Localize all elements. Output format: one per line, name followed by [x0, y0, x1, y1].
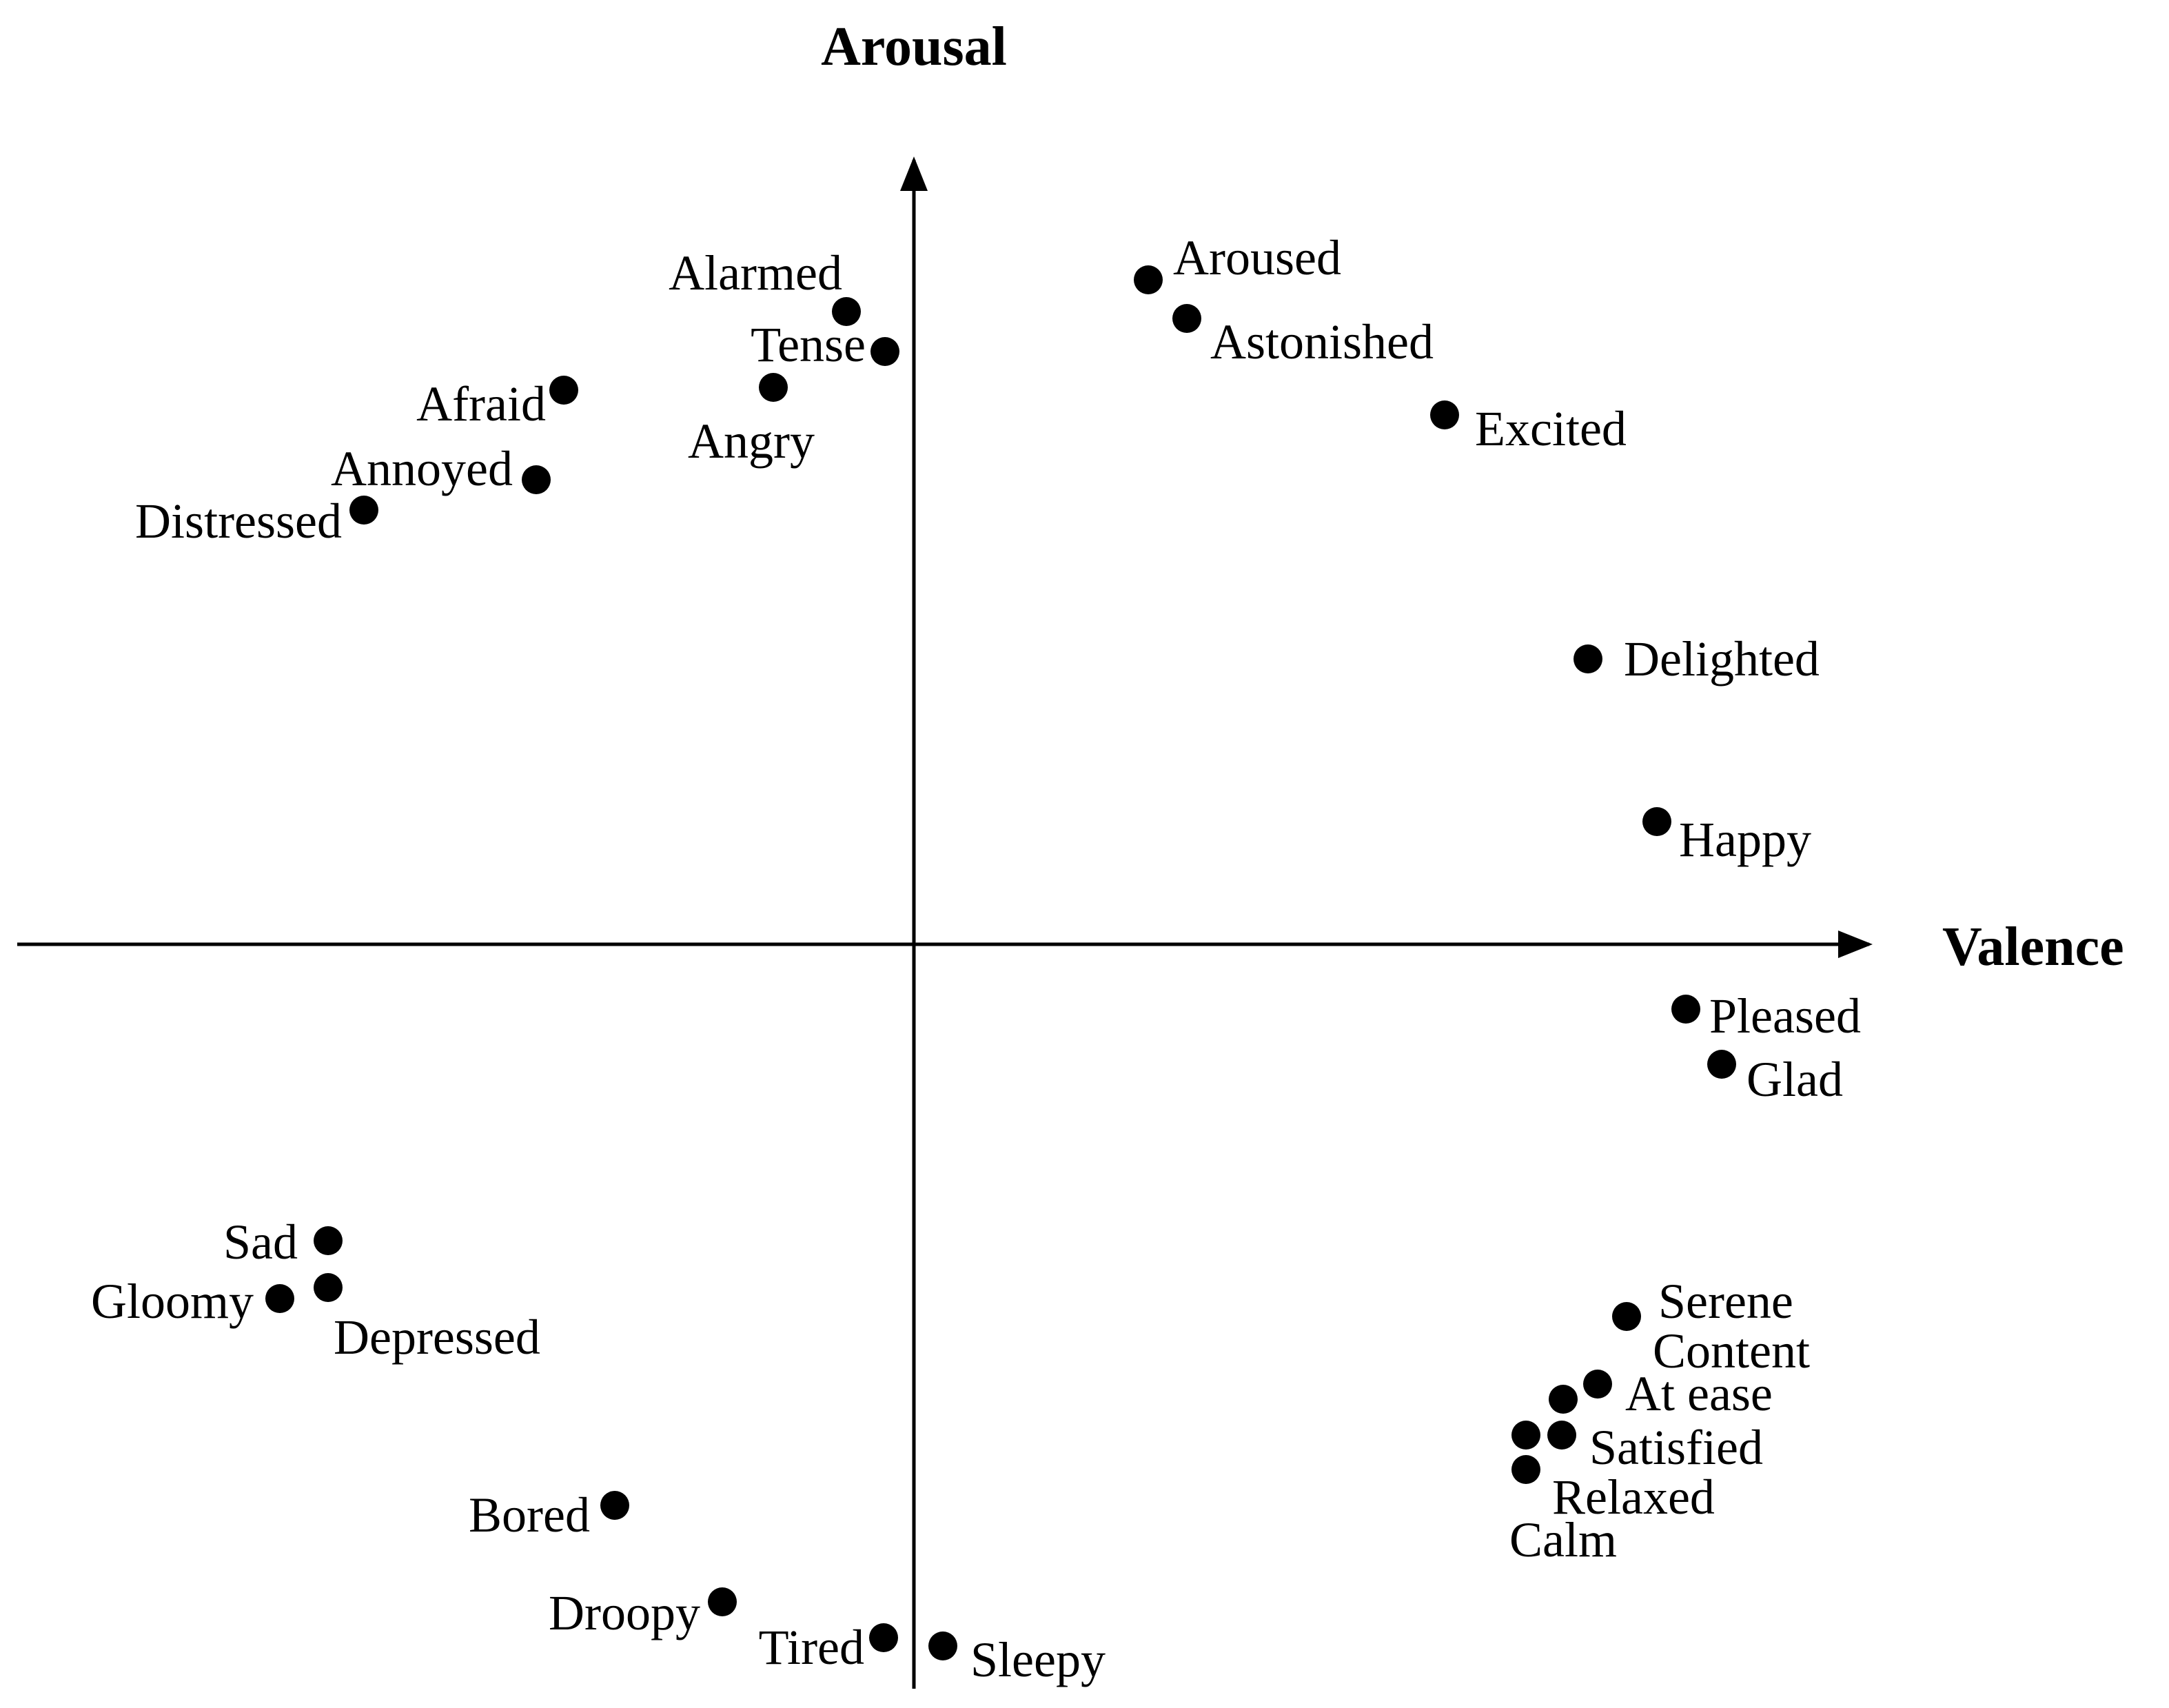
- label-alarmed: Alarmed: [669, 245, 842, 301]
- point-bored: [600, 1491, 629, 1520]
- point-distressed: [349, 496, 378, 525]
- label-afraid: Afraid: [416, 376, 546, 431]
- point-alarmed: [832, 297, 861, 326]
- point-calm: [1511, 1455, 1540, 1484]
- label-delighted: Delighted: [1624, 631, 1820, 687]
- point-angry: [759, 373, 788, 402]
- label-bored: Bored: [469, 1487, 590, 1543]
- label-tense: Tense: [751, 317, 866, 372]
- label-astonished: Astonished: [1210, 314, 1434, 369]
- label-at-ease: At ease: [1625, 1366, 1773, 1421]
- label-calm: Calm: [1509, 1512, 1617, 1567]
- label-sad: Sad: [223, 1214, 298, 1270]
- point-tired: [869, 1623, 898, 1652]
- label-angry: Angry: [688, 414, 815, 469]
- label-relaxed: Relaxed: [1552, 1470, 1715, 1525]
- label-happy: Happy: [1679, 812, 1811, 867]
- label-content: Content: [1653, 1323, 1810, 1379]
- point-delighted: [1574, 644, 1602, 673]
- point-sleepy: [928, 1631, 957, 1660]
- label-sleepy: Sleepy: [970, 1632, 1106, 1687]
- point-tense: [870, 337, 899, 366]
- label-pleased: Pleased: [1709, 988, 1861, 1044]
- point-astonished: [1172, 304, 1201, 333]
- label-excited: Excited: [1475, 401, 1627, 456]
- point-at-ease: [1549, 1385, 1578, 1414]
- point-satisfied: [1547, 1421, 1576, 1450]
- label-tired: Tired: [759, 1620, 864, 1675]
- point-pleased: [1671, 995, 1700, 1024]
- label-annoyed: Annoyed: [331, 441, 513, 496]
- label-satisfied: Satisfied: [1589, 1420, 1763, 1475]
- label-serene: Serene: [1658, 1274, 1793, 1329]
- point-gloomy: [265, 1284, 294, 1313]
- emotion-points: Alarmed Tense Angry Afraid AnnoyedDistressed…: [91, 230, 1861, 1687]
- label-droopy: Droopy: [549, 1585, 700, 1640]
- valence-axis-title: Valence: [1942, 917, 2124, 977]
- label-gloomy: Gloomy: [91, 1274, 254, 1329]
- point-annoyed: [522, 465, 551, 494]
- point-aroused: [1134, 265, 1163, 294]
- point-relaxed: [1511, 1421, 1540, 1450]
- point-content: [1583, 1370, 1612, 1399]
- point-depressed: [314, 1273, 343, 1302]
- label-glad: Glad: [1747, 1052, 1843, 1107]
- point-sad: [314, 1226, 343, 1255]
- point-afraid: [549, 376, 578, 405]
- point-excited: [1430, 400, 1459, 429]
- arousal-axis-title: Arousal: [821, 17, 1007, 77]
- point-droopy: [708, 1587, 737, 1616]
- label-aroused: Aroused: [1173, 230, 1341, 285]
- point-serene: [1612, 1302, 1641, 1331]
- label-distressed: Distressed: [135, 494, 342, 549]
- point-glad: [1707, 1050, 1736, 1079]
- point-happy: [1642, 807, 1671, 836]
- label-depressed: Depressed: [334, 1310, 540, 1365]
